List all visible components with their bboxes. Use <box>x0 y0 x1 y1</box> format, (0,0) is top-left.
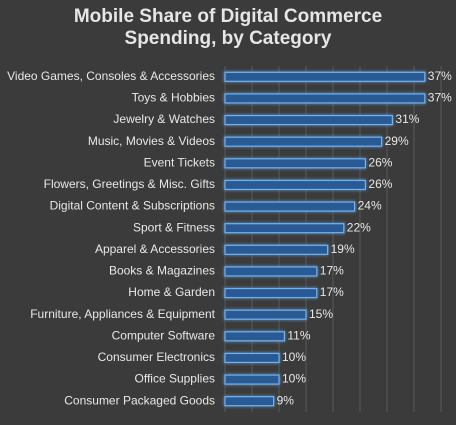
bar <box>224 396 275 407</box>
value-label: 11% <box>287 328 310 342</box>
value-label: 24% <box>358 199 382 213</box>
category-label: Office Supplies <box>135 372 216 386</box>
bar <box>224 71 426 82</box>
category-label: Sport & Fitness <box>133 220 215 234</box>
value-label: 31% <box>395 112 419 126</box>
value-label: 10% <box>282 350 306 364</box>
category-label: Home & Garden <box>128 285 215 299</box>
bar <box>224 266 318 277</box>
value-label: 19% <box>331 242 355 256</box>
value-label: 26% <box>368 155 392 169</box>
bar <box>224 223 345 234</box>
bar <box>224 158 366 169</box>
value-label: 15% <box>309 307 333 321</box>
category-label: Consumer Electronics <box>98 350 215 364</box>
category-label: Books & Magazines <box>109 264 215 278</box>
value-label: 22% <box>347 220 371 234</box>
value-label: 17% <box>320 264 344 278</box>
value-label: 37% <box>428 69 452 83</box>
bar <box>224 244 329 255</box>
category-label: Computer Software <box>112 328 216 342</box>
value-label: 37% <box>428 91 452 105</box>
category-label: Toys & Hobbies <box>132 91 215 105</box>
category-label: Furniture, Appliances & Equipment <box>30 307 215 321</box>
value-label: 9% <box>277 393 295 407</box>
bar <box>224 309 307 320</box>
value-label: 17% <box>320 285 344 299</box>
category-label: Video Games, Consoles & Accessories <box>7 69 215 83</box>
bar <box>224 114 393 126</box>
bar <box>224 201 356 212</box>
bar <box>224 179 366 191</box>
category-label: Flowers, Greetings & Misc. Gifts <box>44 177 215 191</box>
chart-title: Mobile Share of Digital Commerce Spendin… <box>73 6 383 49</box>
category-label: Event Tickets <box>144 155 215 169</box>
bar <box>224 136 383 147</box>
value-label: 10% <box>282 372 306 386</box>
category-label: Consumer Packaged Goods <box>64 393 215 407</box>
bar <box>224 331 286 342</box>
category-label: Jewelry & Watches <box>113 112 215 126</box>
value-label: 29% <box>385 134 409 148</box>
category-label: Apparel & Accessories <box>95 242 215 256</box>
value-label: 26% <box>368 177 392 191</box>
category-label: Digital Content & Subscriptions <box>50 199 215 213</box>
category-label: Music, Movies & Videos <box>88 134 215 148</box>
bar <box>224 374 280 385</box>
bar <box>224 287 318 299</box>
bar <box>224 352 280 364</box>
bar <box>224 93 426 104</box>
